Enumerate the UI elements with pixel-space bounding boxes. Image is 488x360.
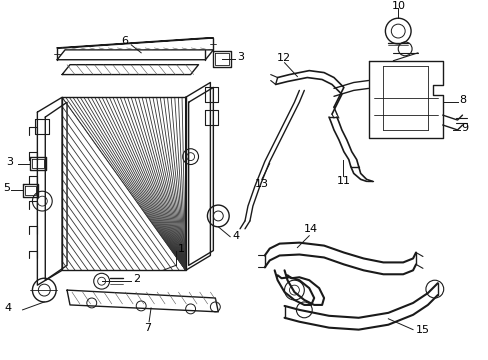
Text: 5: 5 xyxy=(3,183,10,193)
Text: 7: 7 xyxy=(144,323,151,333)
Text: 11: 11 xyxy=(336,176,350,186)
Text: 3: 3 xyxy=(237,52,244,62)
Text: 3: 3 xyxy=(6,157,13,167)
Text: 4: 4 xyxy=(232,231,239,241)
Text: 6: 6 xyxy=(121,36,128,46)
Text: 2: 2 xyxy=(133,274,140,284)
Text: 15: 15 xyxy=(415,325,429,335)
Text: 12: 12 xyxy=(276,53,290,63)
Text: 8: 8 xyxy=(459,95,466,105)
Text: 4: 4 xyxy=(5,303,12,313)
Text: 1: 1 xyxy=(178,244,184,253)
Text: 14: 14 xyxy=(304,224,318,234)
Text: 9: 9 xyxy=(461,123,468,133)
Text: 10: 10 xyxy=(391,1,406,12)
Text: 13: 13 xyxy=(254,179,268,189)
